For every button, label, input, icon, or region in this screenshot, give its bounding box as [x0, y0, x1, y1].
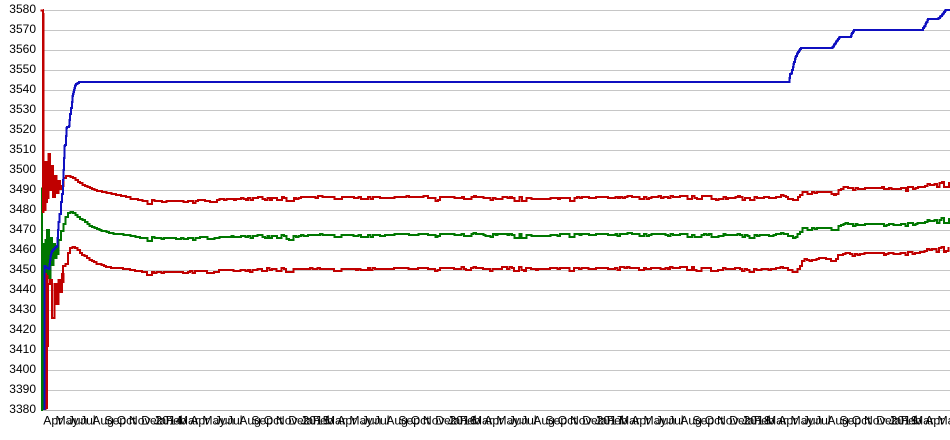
svg-text:3560: 3560: [9, 42, 36, 56]
svg-text:3490: 3490: [9, 182, 36, 196]
svg-text:3520: 3520: [9, 122, 36, 136]
svg-text:3500: 3500: [9, 162, 36, 176]
svg-text:3430: 3430: [9, 302, 36, 316]
svg-text:3470: 3470: [9, 222, 36, 236]
svg-text:3380: 3380: [9, 402, 36, 416]
svg-text:3390: 3390: [9, 382, 36, 396]
svg-text:3460: 3460: [9, 242, 36, 256]
svg-text:May: May: [938, 414, 950, 428]
svg-text:3400: 3400: [9, 362, 36, 376]
svg-text:3480: 3480: [9, 202, 36, 216]
svg-text:3570: 3570: [9, 22, 36, 36]
svg-text:3450: 3450: [9, 262, 36, 276]
svg-text:3410: 3410: [9, 342, 36, 356]
svg-text:3580: 3580: [9, 2, 36, 16]
svg-text:3440: 3440: [9, 282, 36, 296]
svg-text:3540: 3540: [9, 82, 36, 96]
svg-text:3420: 3420: [9, 322, 36, 336]
svg-text:3550: 3550: [9, 62, 36, 76]
svg-text:3510: 3510: [9, 142, 36, 156]
svg-text:3530: 3530: [9, 102, 36, 116]
